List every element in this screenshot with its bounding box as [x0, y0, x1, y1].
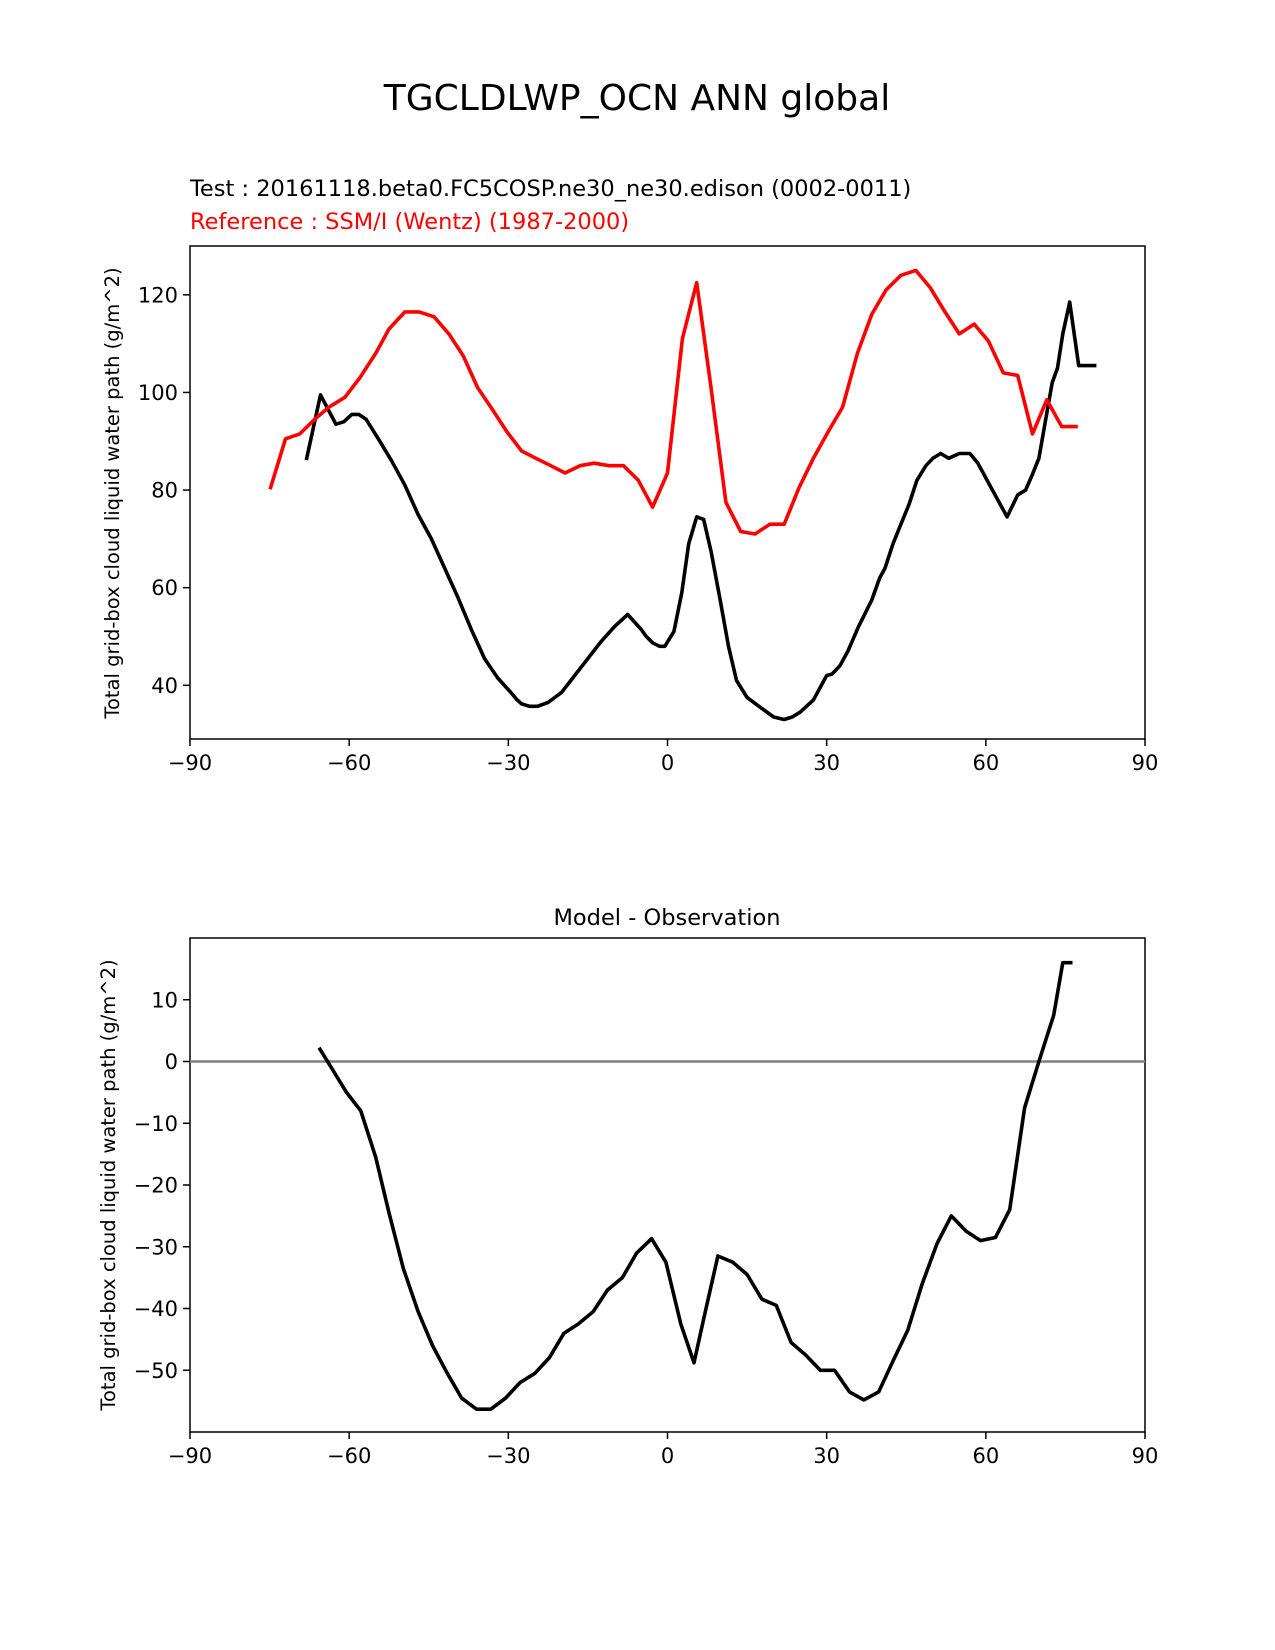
bottom-ytick-label: −50: [134, 1359, 178, 1383]
bottom-panel: Model - Observation −90 −60 −30 0 30 60 90−50−…: [97, 905, 1158, 1468]
bottom-ytick-label: −10: [134, 1112, 178, 1136]
top-ytick-label: 80: [151, 479, 178, 503]
bottom-ylabel: Total grid-box cloud liquid water path (…: [97, 959, 120, 1411]
bottom-ytick-label: 0: [165, 1050, 178, 1074]
top-ytick-label: 40: [151, 674, 178, 698]
bottom-xtick-label: 60: [972, 1444, 999, 1468]
bottom-xtick-label: 0: [661, 1444, 674, 1468]
bottom-xtick-label: −60: [327, 1444, 371, 1468]
top-xtick-label: 60: [972, 751, 999, 775]
top-ytick-label: 120: [138, 283, 178, 307]
diff-series-line: [317, 960, 1073, 1411]
bottom-xtick-label: 90: [1132, 1444, 1159, 1468]
bottom-xtick-label: −90: [168, 1444, 212, 1468]
top-xtick-label: −30: [486, 751, 530, 775]
bottom-ytick-label: −40: [134, 1297, 178, 1321]
bottom-axis-ticks: −90 −60 −30 0 30 60 90 −50 −40 −30 −20 −10 0 10: [134, 988, 1159, 1468]
top-test-label: Test : 20161118.beta0.FC5COSP.ne30_ne30.…: [189, 176, 911, 202]
bottom-ytick-label: −30: [134, 1235, 178, 1259]
top-ytick-label: 100: [138, 381, 178, 405]
bottom-title: Model - Observation: [554, 905, 781, 931]
top-xtick-label: 0: [661, 751, 674, 775]
bottom-xtick-label: −30: [486, 1444, 530, 1468]
figure-title: TGCLDLWP_OCN ANN global: [383, 78, 890, 119]
top-series-group: [268, 268, 1097, 722]
top-axis-ticks: −90 −60 −30 0 30 60 90 40 60 80 100 120: [138, 283, 1158, 775]
top-xtick-label: −90: [168, 751, 212, 775]
top-ytick-label: 60: [151, 576, 178, 600]
top-reference-label: Reference : SSM/I (Wentz) (1987-2000): [190, 209, 629, 235]
top-panel: Test : 20161118.beta0.FC5COSP.ne30_ne30.…: [101, 176, 1158, 775]
bottom-ytick-label: −20: [134, 1174, 178, 1198]
reference-series-line: [268, 268, 1078, 536]
bottom-xtick-label: 30: [813, 1444, 840, 1468]
top-xtick-label: −60: [327, 751, 371, 775]
bottom-series-group: [317, 960, 1073, 1411]
top-ylabel: Total grid-box cloud liquid water path (…: [101, 267, 124, 719]
top-xtick-label: 90: [1132, 751, 1159, 775]
bottom-ytick-label: 10: [151, 988, 178, 1012]
test-series-line: [304, 300, 1097, 722]
top-xtick-label: 30: [813, 751, 840, 775]
